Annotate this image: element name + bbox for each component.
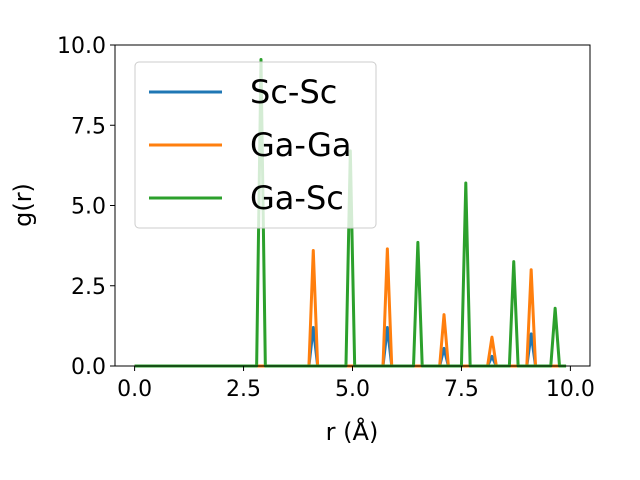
series-line-2 — [134, 247, 567, 368]
x-axis-label: r (Å) — [326, 417, 379, 446]
y-tick-label: 7.5 — [71, 114, 106, 139]
legend: Sc-Sc Ga-Ga Ga-Sc — [134, 61, 377, 229]
series-line-1 — [134, 325, 567, 368]
y-tick-label: 0.0 — [71, 355, 106, 380]
x-tick-label: 7.5 — [444, 377, 479, 402]
x-tick-label: 10.0 — [546, 377, 595, 402]
y-tick-label: 10.0 — [57, 34, 106, 59]
x-tick-label: 0.0 — [117, 377, 152, 402]
y-tick-label: 2.5 — [71, 275, 106, 300]
ticks-layer: 0.0 2.5 5.0 7.5 10.0 0.0 2.5 5.0 7.5 10.0 — [57, 34, 595, 402]
x-tick-label: 2.5 — [226, 377, 261, 402]
y-axis-label: g(r) — [9, 183, 37, 227]
y-tick-label: 5.0 — [71, 195, 106, 220]
legend-label: Ga-Ga — [250, 126, 352, 164]
legend-box — [134, 61, 377, 229]
legend-label: Sc-Sc — [250, 73, 337, 111]
x-tick-label: 5.0 — [335, 377, 370, 402]
legend-label: Ga-Sc — [250, 179, 344, 217]
